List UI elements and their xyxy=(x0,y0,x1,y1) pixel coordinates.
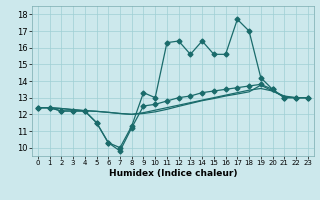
X-axis label: Humidex (Indice chaleur): Humidex (Indice chaleur) xyxy=(108,169,237,178)
